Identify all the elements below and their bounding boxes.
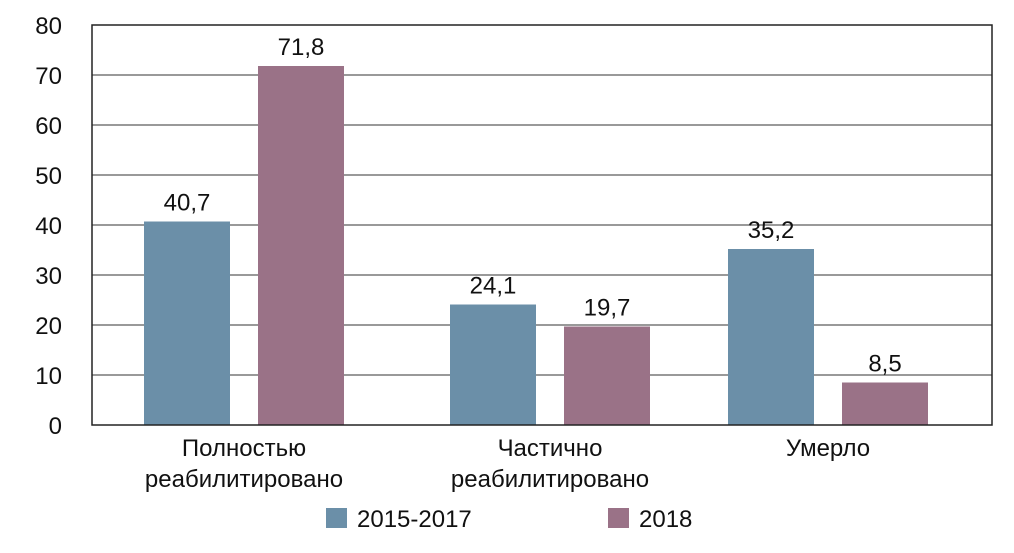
y-tick-label: 60 [35,113,62,140]
y-tick-label: 40 [35,213,62,240]
y-tick-label: 70 [35,63,62,90]
legend: 2015-2017 2018 [326,506,692,533]
y-axis-ticks: 0 10 20 30 40 50 60 70 80 [35,13,62,440]
bar [144,221,230,425]
category-label: Частично [498,435,603,462]
bar [450,304,536,425]
category-label: реабилитировано [145,466,343,493]
data-label: 19,7 [584,295,631,322]
data-label: 24,1 [470,273,517,300]
legend-label: 2015-2017 [357,506,472,533]
y-tick-label: 10 [35,363,62,390]
category-label: реабилитировано [451,466,649,493]
bars [144,66,928,425]
category-label: Полностью [182,435,306,462]
y-tick-label: 50 [35,163,62,190]
plot-frame [91,24,993,426]
data-labels: 40,7 24,1 35,2 71,8 19,7 8,5 [164,34,902,378]
category-label: Умерло [786,435,870,462]
y-tick-label: 80 [35,13,62,40]
y-tick-label: 30 [35,263,62,290]
legend-swatch [326,508,347,528]
category-labels: Полностью реабилитировано Частично реабилит… [145,435,870,493]
y-tick-label: 0 [49,413,62,440]
legend-label: 2018 [639,506,692,533]
bar [728,249,814,425]
data-label: 71,8 [278,34,325,61]
bar [842,382,928,425]
data-label: 35,2 [748,217,795,244]
bar [258,66,344,425]
legend-swatch [608,508,629,528]
y-tick-label: 20 [35,313,62,340]
grid-lines [92,74,992,376]
data-label: 40,7 [164,190,211,217]
bar [564,326,650,425]
data-label: 8,5 [868,351,901,378]
